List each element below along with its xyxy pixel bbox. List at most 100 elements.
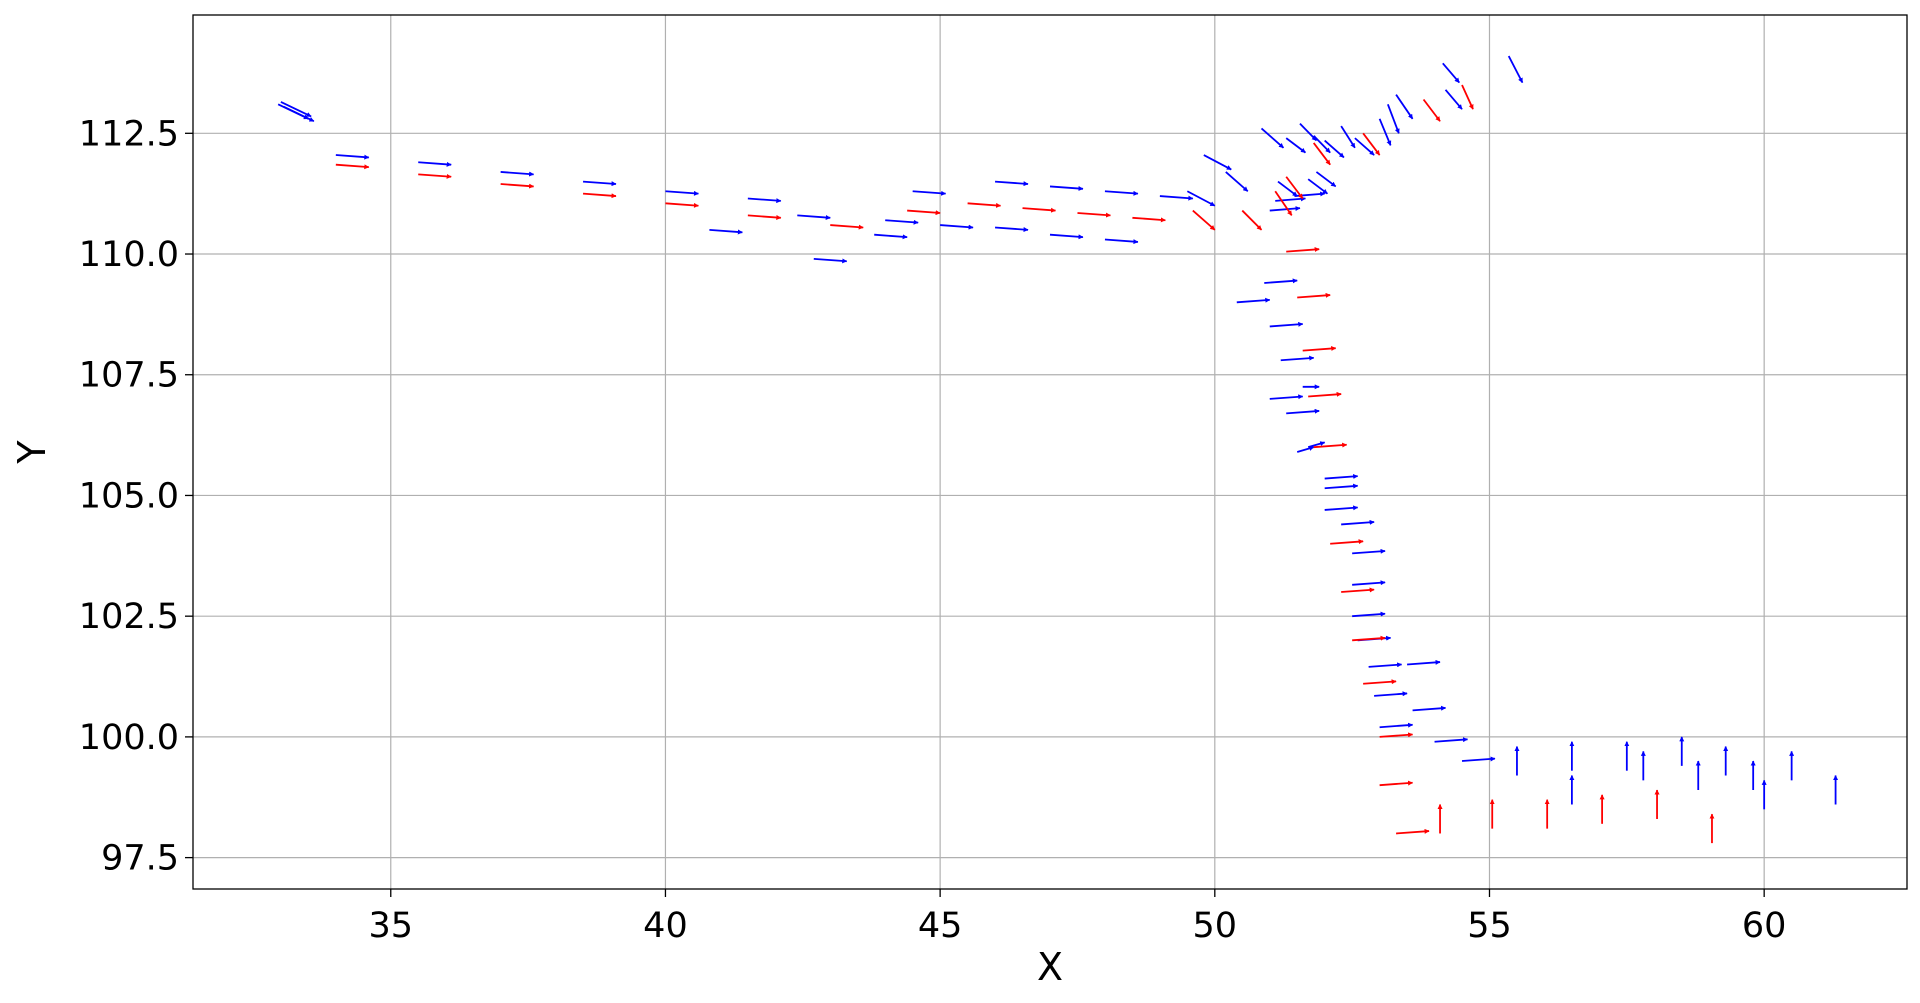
blue-vector-arrow [1286, 408, 1320, 415]
blue-vector-arrow [1269, 206, 1301, 212]
blue-vector-arrow [1104, 238, 1139, 245]
red-vector-arrow [500, 183, 535, 189]
red-vector-arrow [1362, 132, 1381, 156]
blue-vector-arrow [747, 197, 782, 204]
red-vector-arrow [1379, 732, 1414, 738]
blue-vector-arrow [1368, 662, 1403, 668]
blue-vector-arrow [709, 228, 743, 235]
x-tick-label: 55 [1467, 906, 1512, 946]
red-vector-arrow [1286, 247, 1320, 253]
red-vector-arrow [1341, 587, 1375, 593]
blue-vector-arrow [1407, 659, 1441, 666]
blue-vector-arrow [1203, 154, 1232, 171]
red-vector-arrow [1241, 209, 1263, 231]
red-vector-arrow [1422, 98, 1441, 122]
red-vector-arrow [1297, 292, 1331, 299]
blue-vector-arrow [1434, 737, 1469, 743]
red-vector-arrow [1274, 190, 1293, 216]
blue-vector-arrow [1444, 89, 1463, 110]
blue-vector-arrow [994, 180, 1029, 187]
blue-vector-arrow [885, 219, 919, 225]
x-tick-label: 60 [1742, 906, 1787, 946]
x-tick-label: 45 [918, 906, 963, 946]
blue-vector-arrow [1269, 394, 1304, 400]
blue-vector-arrow [1352, 611, 1386, 618]
red-vector-arrow [1363, 679, 1397, 685]
axis-ticks: 35 40 45 50 55 60 97.5 100.0 102.5 105.0 107.5 110.… [79, 114, 1787, 946]
blue-vector-arrow [1277, 180, 1298, 197]
blue-vector-arrow [1236, 297, 1271, 304]
red-vector-arrow [1302, 346, 1337, 352]
red-vector-arrow [1132, 216, 1166, 223]
blue-vector-arrow [1159, 195, 1194, 201]
x-tick-label: 35 [368, 906, 413, 946]
blue-vector-arrow [797, 214, 831, 220]
red-vector-arrow [665, 202, 699, 208]
red-vector-arrow [1285, 176, 1304, 200]
blue-vector-arrow [665, 190, 699, 196]
blue-vector-arrow [874, 233, 908, 240]
red-vector-arrow [967, 202, 1002, 208]
red-vector-arrow [1308, 391, 1342, 398]
blue-vector-arrow [1379, 722, 1414, 729]
blue-vector-arrow [1374, 691, 1408, 697]
blue-vector-arrow [1324, 473, 1359, 480]
blue-vector-arrow [1354, 137, 1375, 156]
y-tick-label: 102.5 [79, 597, 179, 637]
x-axis-label: X [1037, 945, 1063, 989]
blue-vector-arrow [1186, 190, 1216, 207]
blue-vector-arrow [1049, 185, 1084, 191]
red-vector-arrow [907, 209, 941, 216]
blue-vector-arrow [1280, 355, 1315, 362]
blue-vector-arrow [1442, 62, 1460, 84]
red-vector-arrow [582, 192, 617, 199]
blue-vector-arrow [1285, 137, 1306, 154]
vector-field [277, 55, 1839, 844]
blue-vector-arrow [1387, 104, 1400, 134]
red-vector-arrow [1022, 207, 1056, 213]
blue-vector-arrow [1313, 135, 1331, 154]
blue-vector-arrow [1378, 118, 1392, 146]
y-tick-label: 100.0 [79, 718, 179, 758]
red-vector-arrow [1396, 828, 1430, 835]
red-vector-arrow [1077, 212, 1111, 218]
blue-vector-arrow [1324, 483, 1359, 490]
red-vector-arrow [830, 224, 864, 230]
blue-vector-arrow [1307, 178, 1328, 195]
blue-vector-arrow [1260, 127, 1285, 149]
blue-vector-arrow [582, 180, 617, 187]
y-tick-label: 107.5 [79, 356, 179, 396]
blue-vector-arrow [1299, 123, 1318, 142]
blue-vector-arrow [940, 224, 974, 230]
blue-vector-arrow [1352, 580, 1386, 586]
y-tick-label: 105.0 [79, 476, 179, 516]
red-vector-arrow [747, 214, 782, 220]
blue-vector-arrow [1269, 321, 1304, 328]
y-tick-label: 110.0 [79, 235, 179, 275]
y-tick-label: 97.5 [101, 839, 179, 879]
plot-area [193, 15, 1907, 889]
blue-vector-arrow [418, 161, 452, 167]
blue-vector-arrow [994, 226, 1029, 233]
blue-vector-arrow [280, 101, 312, 118]
grid-lines [193, 15, 1907, 889]
red-vector-arrow [418, 173, 452, 179]
blue-vector-arrow [1324, 139, 1345, 159]
blue-vector-arrow [1507, 55, 1524, 84]
blue-vector-arrow [335, 154, 370, 160]
blue-vector-arrow [1461, 756, 1496, 762]
blue-vector-arrow [1324, 505, 1359, 511]
blue-vector-arrow [1352, 548, 1386, 555]
red-vector-arrow [1312, 142, 1331, 166]
blue-vector-arrow [500, 171, 535, 177]
blue-vector-arrow [1104, 190, 1139, 196]
red-vector-arrow [1192, 209, 1216, 231]
blue-vector-arrow [813, 257, 848, 264]
red-vector-arrow [1352, 635, 1386, 642]
plot-frame [192, 14, 1908, 890]
x-tick-label: 50 [1193, 906, 1238, 946]
blue-vector-arrow [1275, 196, 1306, 202]
blue-vector-arrow [1264, 278, 1298, 284]
blue-vector-arrow [1341, 519, 1375, 526]
